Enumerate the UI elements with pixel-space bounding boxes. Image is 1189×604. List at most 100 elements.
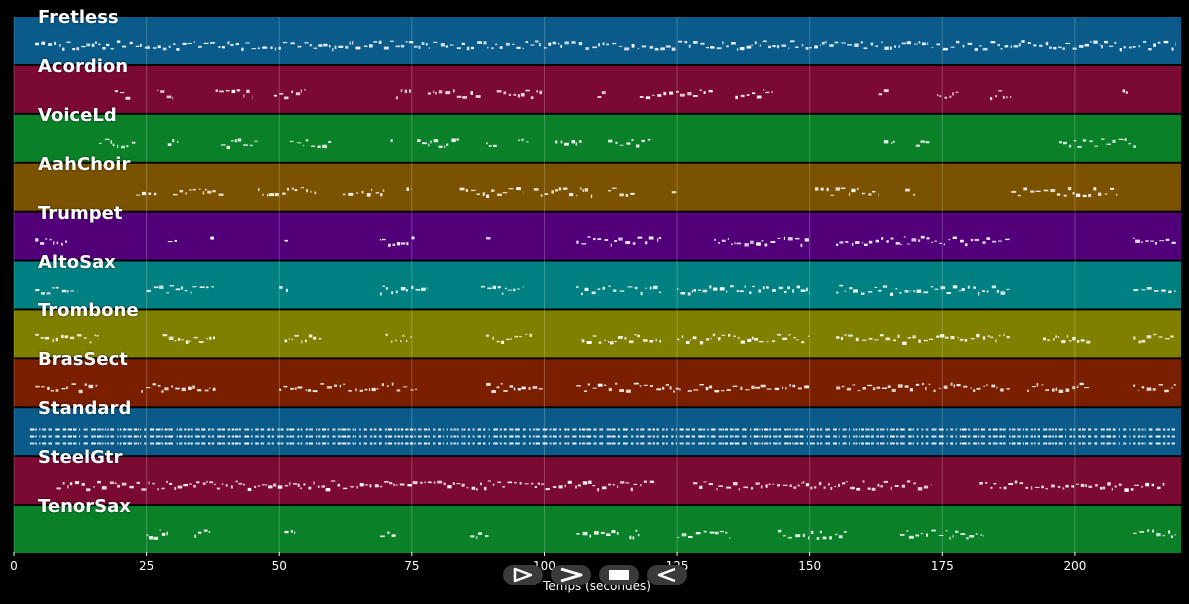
note-segment [836,382,1010,393]
x-tick-label: 25 [138,559,155,573]
note-segment [141,383,216,393]
note-segment [35,40,1176,52]
track-label-standard: Standard [38,398,132,420]
track-band-aahchoir [14,163,1181,211]
play-button[interactable] [503,565,543,585]
x-tick-label: 0 [10,559,18,573]
stop-icon [609,570,629,580]
note-segment [1043,334,1091,344]
x-tick-label: 150 [798,559,822,573]
note-segment [576,236,662,247]
track-band-brassect [14,359,1181,407]
note-segment [608,187,635,197]
track-label-steelgtr: SteelGtr [38,447,123,469]
track-band-fretless [14,17,1181,64]
note-segment [146,529,168,540]
note-segment [258,187,317,197]
note-segment [279,286,288,292]
note-segment [990,90,1012,101]
track-label-aahchoir: AahChoir [38,153,131,175]
track-band-tenorsax [14,506,1181,553]
fast-forward-button[interactable] [551,565,591,585]
note-segment [194,529,211,538]
note-segment [289,139,332,149]
note-segment [1122,89,1128,94]
note-segment [56,480,656,492]
note-segment [693,480,932,491]
note-segment [406,187,412,191]
note-segment [35,286,78,295]
track-band-trombone [14,310,1181,358]
track-label-trombone: Trombone [38,300,139,322]
x-tick-label: 175 [930,559,954,573]
note-segment [470,530,492,540]
note-segment [98,138,136,149]
note-segment [157,89,174,100]
note-segment [35,333,99,344]
x-tick-label: 50 [271,559,287,573]
note-segment [878,89,889,96]
note-segment [937,91,959,99]
note-segment [284,239,288,242]
note-segment [380,236,415,247]
note-segment [486,382,543,393]
note-segment [597,91,606,98]
note-segment [1133,287,1176,294]
note-segment [273,89,306,100]
note-segment [459,187,524,198]
note-segment [284,334,322,344]
note-segment [1059,138,1136,148]
note-segment [114,90,131,100]
note-segment [173,188,224,196]
note-segment [210,236,214,240]
note-segment [35,238,67,246]
x-tick-label: 200 [1063,559,1087,573]
note-segment [1133,529,1176,538]
note-segment [581,334,662,345]
track-label-altosax: AltoSax [38,251,116,273]
note-segment [284,530,296,535]
note-segment [979,480,1165,492]
note-segment [1027,382,1089,393]
track-label-acordion: Acordion [38,55,129,77]
note-segment [417,138,459,148]
note-segment [899,529,984,540]
note-segment [608,138,651,148]
note-segment [167,139,179,146]
note-segment [380,285,428,296]
note-segment [677,285,810,296]
note-segment [395,89,411,100]
stop-button[interactable] [599,565,639,585]
note-segment [836,235,1010,247]
note-segment [629,529,640,540]
fast-forward-icon [560,567,583,583]
note-segment [915,140,930,147]
track-band-altosax [14,261,1181,309]
note-segment [533,187,593,198]
note-segment [220,138,258,150]
note-segment [167,239,177,243]
note-segment [279,382,418,393]
track-label-trumpet: Trumpet [38,202,123,224]
note-segment [677,530,731,539]
note-segment [677,333,810,345]
x-tick-label: 75 [404,559,420,573]
track-band-acordion [14,65,1181,113]
note-segment [576,530,619,538]
note-segment [136,191,157,196]
note-segment [687,384,809,393]
rewind-icon [657,567,676,583]
note-segment [555,140,582,146]
track-band-standard [14,408,1181,456]
track-label-fretless: Fretless [38,7,119,28]
note-segment [486,333,533,344]
note-segment [815,187,879,197]
note-segment [146,285,214,294]
note-segment [639,89,713,100]
note-segment [576,285,662,296]
note-segment [1133,384,1176,393]
note-segment [480,285,524,295]
rewind-button[interactable] [647,565,687,585]
note-segment [427,89,481,99]
